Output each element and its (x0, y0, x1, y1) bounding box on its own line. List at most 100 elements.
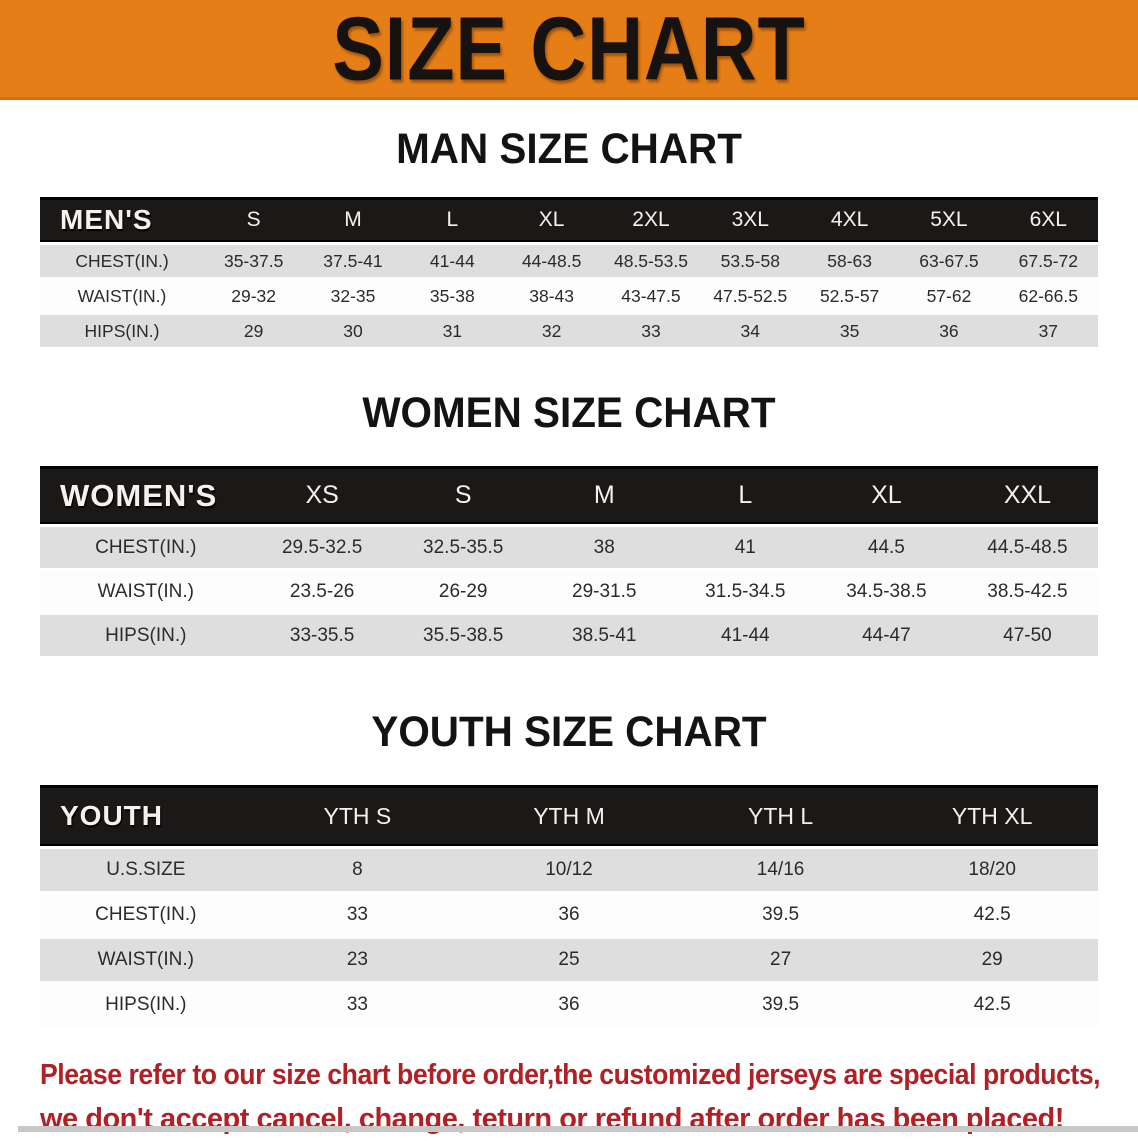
size-value-cell: 48.5-53.5 (601, 245, 701, 277)
table-row: WAIST(IN.) 23.5-26 26-29 29-31.5 31.5-34.5 34… (40, 571, 1098, 612)
size-value-cell: 31 (402, 315, 502, 347)
measurement-row-label: HIPS(IN.) (40, 315, 204, 347)
disclaimer-line-2: we don't accept cancel, change, teturn o… (40, 1103, 1064, 1135)
size-value-cell: 35-37.5 (203, 245, 304, 277)
size-column-header: XXL (956, 466, 1098, 524)
women-section-title: WOMEN SIZE CHART (362, 389, 776, 437)
size-value-cell: 44.5 (815, 527, 957, 568)
size-column-header: L (674, 466, 816, 524)
disclaimer: Please refer to our size chart before or… (40, 1053, 1101, 1141)
measurement-row-label: HIPS(IN.) (40, 984, 252, 1026)
size-column-header: 5XL (899, 197, 999, 242)
size-value-cell: 32.5-35.5 (392, 527, 534, 568)
table-group-label: MEN'S (40, 197, 204, 242)
size-column-header: YTH S (251, 785, 464, 846)
header-row: WOMEN'S XS S M L XL XXL (40, 466, 1098, 524)
size-value-cell: 36 (463, 894, 675, 936)
table-row: U.S.SIZE 8 10/12 14/16 18/20 (40, 849, 1098, 891)
size-value-cell: 29.5-32.5 (251, 527, 393, 568)
size-value-cell: 26-29 (392, 571, 534, 612)
size-value-cell: 41-44 (674, 615, 816, 656)
size-value-cell: 63-67.5 (899, 245, 999, 277)
size-value-cell: 29-31.5 (533, 571, 675, 612)
measurement-row-label: HIPS(IN.) (40, 615, 252, 656)
size-value-cell: 29-32 (203, 280, 304, 312)
measurement-row-label: CHEST(IN.) (40, 894, 252, 936)
measurement-row-label: WAIST(IN.) (40, 939, 252, 981)
table-row: CHEST(IN.) 33 36 39.5 42.5 (40, 894, 1098, 936)
size-value-cell: 33 (251, 894, 464, 936)
size-column-header: XS (251, 466, 393, 524)
size-value-cell: 43-47.5 (601, 280, 701, 312)
size-value-cell: 41 (674, 527, 816, 568)
size-value-cell: 33-35.5 (251, 615, 393, 656)
size-value-cell: 23.5-26 (251, 571, 393, 612)
size-column-header: XL (815, 466, 957, 524)
men-section-title: MAN SIZE CHART (396, 125, 742, 173)
size-value-cell: 32-35 (303, 280, 403, 312)
youth-section-title: YOUTH SIZE CHART (371, 708, 767, 756)
page-title: SIZE CHART (332, 0, 806, 99)
size-value-cell: 31.5-34.5 (674, 571, 816, 612)
size-value-cell: 33 (251, 984, 464, 1026)
size-value-cell: 47-50 (956, 615, 1098, 656)
size-column-header: 4XL (799, 197, 900, 242)
size-value-cell: 62-66.5 (998, 280, 1098, 312)
men-size-table: MEN'S S M L XL 2XL 3XL 4XL 5XL 6XL CHEST(IN.) 35-37… (40, 194, 1098, 350)
size-column-header: S (392, 466, 534, 524)
women-size-table: WOMEN'S XS S M L XL XXL CHEST(IN.) 29.5-32.5 32.5… (40, 463, 1098, 659)
size-column-header: 3XL (700, 197, 800, 242)
youth-size-table: YOUTH YTH S YTH M YTH L YTH XL U.S.SIZE 8 10/12… (40, 782, 1098, 1029)
banner: SIZE CHART (0, 0, 1138, 100)
header-row: MEN'S S M L XL 2XL 3XL 4XL 5XL 6XL (40, 197, 1098, 242)
size-value-cell: 33 (601, 315, 701, 347)
youth-section: YOUTH SIZE CHART YOUTH YTH S YTH M YTH L YTH… (0, 711, 1138, 1029)
size-value-cell: 52.5-57 (799, 280, 900, 312)
measurement-row-label: WAIST(IN.) (40, 571, 252, 612)
size-value-cell: 29 (886, 939, 1098, 981)
size-value-cell: 42.5 (886, 894, 1098, 936)
size-value-cell: 58-63 (799, 245, 900, 277)
bottom-edge-strip (18, 1126, 1138, 1132)
size-value-cell: 39.5 (674, 984, 887, 1026)
size-column-header: S (203, 197, 304, 242)
table-row: CHEST(IN.) 35-37.5 37.5-41 41-44 44-48.5 48.5… (40, 245, 1098, 277)
size-value-cell: 36 (899, 315, 999, 347)
size-value-cell: 35 (799, 315, 900, 347)
table-row: HIPS(IN.) 29 30 31 32 33 34 35 36 37 (40, 315, 1098, 347)
table-group-label: YOUTH (40, 785, 252, 846)
size-value-cell: 67.5-72 (998, 245, 1098, 277)
table-group-label: WOMEN'S (40, 466, 252, 524)
size-value-cell: 37 (998, 315, 1098, 347)
size-value-cell: 8 (251, 849, 464, 891)
size-column-header: L (402, 197, 502, 242)
size-column-header: M (533, 466, 675, 524)
size-value-cell: 38-43 (501, 280, 602, 312)
size-value-cell: 44-48.5 (501, 245, 602, 277)
measurement-row-label: U.S.SIZE (40, 849, 252, 891)
size-value-cell: 18/20 (886, 849, 1098, 891)
size-value-cell: 23 (251, 939, 464, 981)
size-value-cell: 25 (463, 939, 675, 981)
table-row: WAIST(IN.) 29-32 32-35 35-38 38-43 43-47.5 47.… (40, 280, 1098, 312)
size-column-header: XL (501, 197, 602, 242)
size-value-cell: 38.5-41 (533, 615, 675, 656)
measurement-row-label: WAIST(IN.) (40, 280, 204, 312)
size-value-cell: 39.5 (674, 894, 887, 936)
disclaimer-line-1: Please refer to our size chart before or… (40, 1059, 1101, 1091)
header-row: YOUTH YTH S YTH M YTH L YTH XL (40, 785, 1098, 846)
size-value-cell: 34.5-38.5 (815, 571, 957, 612)
size-value-cell: 57-62 (899, 280, 999, 312)
table-row: WAIST(IN.) 23 25 27 29 (40, 939, 1098, 981)
size-value-cell: 35-38 (402, 280, 502, 312)
measurement-row-label: CHEST(IN.) (40, 245, 204, 277)
size-value-cell: 14/16 (674, 849, 887, 891)
size-column-header: YTH L (674, 785, 887, 846)
men-section: MAN SIZE CHART MEN'S S M L XL 2XL 3XL 4XL 5XL 6XL… (0, 128, 1138, 350)
size-column-header: YTH XL (886, 785, 1098, 846)
measurement-row-label: CHEST(IN.) (40, 527, 252, 568)
size-value-cell: 44-47 (815, 615, 957, 656)
size-value-cell: 29 (203, 315, 304, 347)
size-column-header: 2XL (601, 197, 701, 242)
